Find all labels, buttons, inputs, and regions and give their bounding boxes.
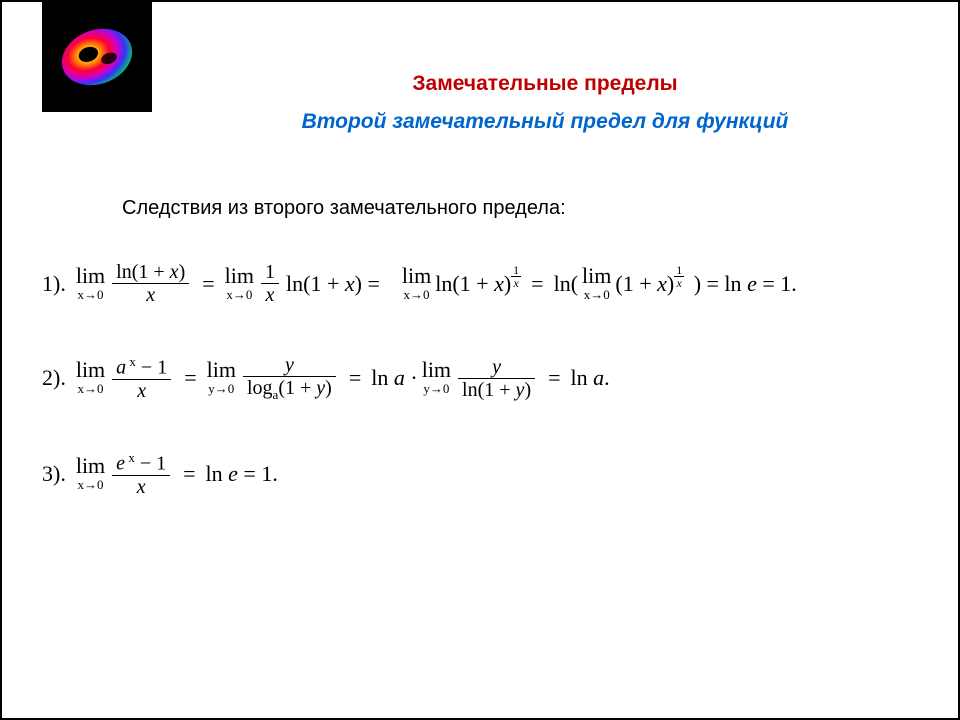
title-sub: Второй замечательный предел для функций [172, 110, 918, 134]
formula-row-1: 1). limx→0 ln(1 + x) x = limx→0 1 x ln(1… [42, 262, 918, 305]
title-main: Замечательные пределы [172, 72, 918, 96]
row-label: 1). [42, 271, 66, 297]
formulas-block: 1). limx→0 ln(1 + x) x = limx→0 1 x ln(1… [42, 262, 918, 547]
formula-row-2: 2). limx→0 a x − 1 x = limy→0 y loga(1 +… [42, 355, 918, 401]
row-label: 2). [42, 365, 66, 391]
formula-row-3: 3). limx→0 e x − 1 x = ln e = 1. [42, 451, 918, 497]
intro-text: Следствия из второго замечательного пред… [122, 197, 566, 220]
torus-icon [52, 12, 142, 102]
slide: Замечательные пределы Второй замечательн… [0, 0, 960, 720]
logo [42, 2, 152, 112]
titles-block: Замечательные пределы Второй замечательн… [172, 72, 918, 134]
row-label: 3). [42, 461, 66, 487]
